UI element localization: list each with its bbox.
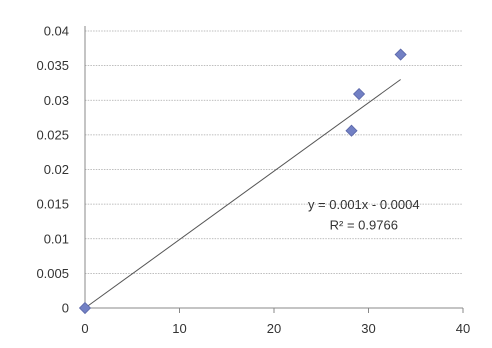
data-point-3 [394,48,407,61]
x-tick-label-1: 10 [172,321,186,336]
trendline-group [84,79,401,309]
data-point-2 [352,87,366,101]
y-tick-label-3: 0.015 [36,197,69,212]
y-tick-label-5: 0.025 [36,127,69,142]
y-tick-label-8: 0.04 [44,24,69,39]
x-tick-label-3: 30 [361,321,375,336]
gridlines [85,30,463,274]
y-tick-label-4: 0.02 [44,162,69,177]
x-tick-labels: 0 10 20 30 40 [81,321,470,336]
y-tick-label-0: 0 [62,301,69,316]
y-tick-label-1: 0.005 [36,266,69,281]
data-point-0 [78,301,92,315]
data-points [78,48,407,315]
x-tick-label-4: 40 [456,321,470,336]
x-tick-label-2: 20 [267,321,281,336]
axes [81,26,464,313]
linear-trendline [84,79,401,309]
r-squared-label: R² = 0.9766 [330,218,398,233]
trendline-equation: y = 0.001x - 0.0004 [308,197,420,212]
data-point-1 [345,124,358,137]
y-tick-label-6: 0.03 [44,93,69,108]
y-tick-labels: 0 0.005 0.01 0.015 0.02 0.025 0.03 0.035 0.04 [36,24,69,316]
x-tick-label-0: 0 [81,321,88,336]
y-tick-label-2: 0.01 [44,231,69,246]
y-tick-label-7: 0.035 [36,58,69,73]
